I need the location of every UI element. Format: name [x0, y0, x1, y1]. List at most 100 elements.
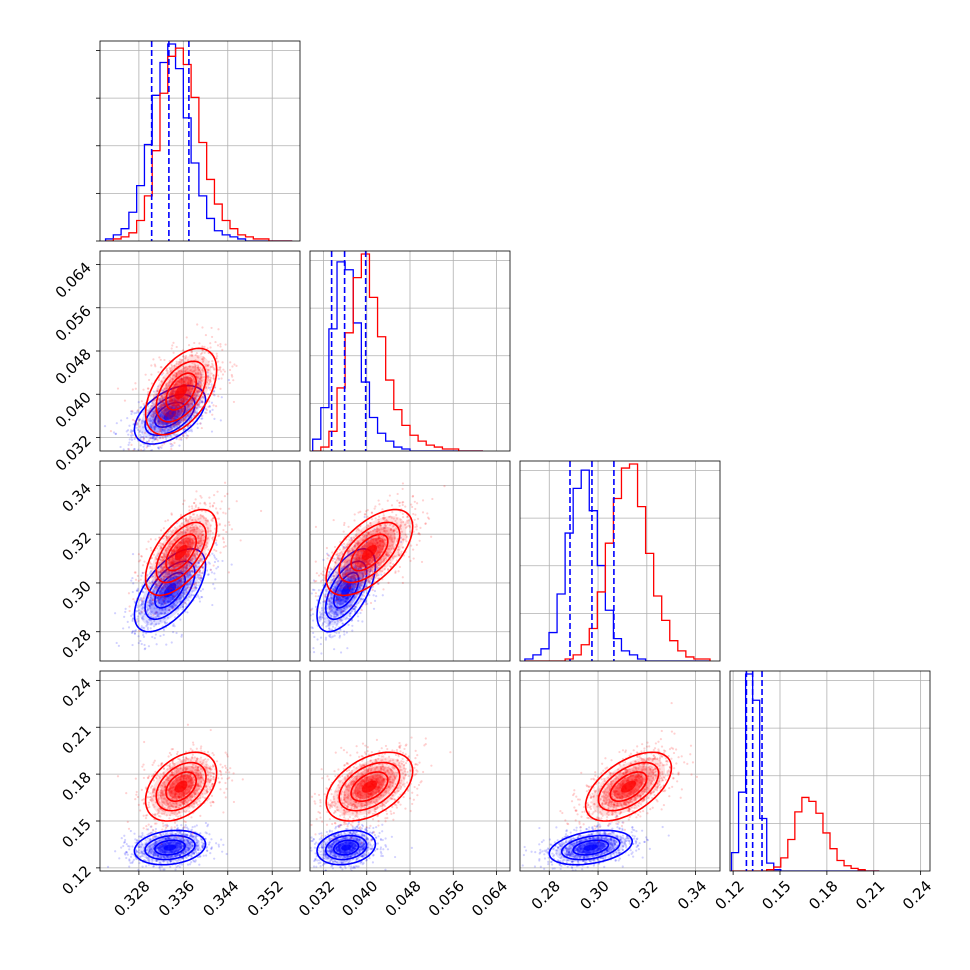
scatter-point	[197, 561, 201, 564]
scatter-point	[201, 401, 204, 404]
scatter-point	[169, 393, 173, 396]
scatter-point	[200, 426, 203, 430]
scatter-point	[179, 541, 182, 544]
scatter-point	[172, 554, 175, 557]
scatter-point	[172, 374, 176, 377]
scatter-point	[187, 408, 190, 411]
scatter-point	[151, 436, 154, 439]
scatter-point	[187, 378, 190, 381]
scatter-point	[230, 528, 234, 531]
scatter-point	[207, 368, 210, 372]
scatter-point	[161, 415, 164, 418]
scatter-point	[186, 540, 189, 543]
scatter-point	[139, 597, 143, 600]
scatter-point	[337, 580, 340, 583]
scatter-point	[188, 543, 191, 546]
scatter-point	[316, 638, 319, 641]
scatter-point	[162, 431, 165, 434]
scatter-point	[160, 446, 163, 449]
scatter-point	[176, 532, 179, 535]
scatter-point	[171, 378, 175, 381]
scatter-point	[175, 381, 178, 384]
scatter-point	[175, 345, 178, 349]
scatter-point	[201, 571, 204, 574]
scatter-point	[175, 405, 178, 408]
scatter-point	[173, 625, 176, 628]
scatter-point	[168, 380, 171, 383]
scatter-point	[184, 593, 187, 596]
scatter-point	[180, 411, 183, 415]
scatter-point	[190, 379, 193, 382]
scatter-point	[188, 365, 191, 368]
scatter-point	[148, 582, 151, 585]
scatter-point	[130, 412, 133, 416]
scatter-point	[149, 538, 152, 541]
scatter-point	[175, 420, 178, 424]
panel-frame	[99, 460, 301, 662]
scatter-point	[161, 397, 164, 400]
scatter-point	[168, 588, 172, 591]
scatter-point	[352, 575, 355, 578]
scatter-point	[162, 372, 165, 375]
scatter-point	[221, 361, 224, 364]
scatter-point	[194, 564, 197, 567]
scatter-point	[364, 599, 368, 603]
scatter-point	[194, 410, 197, 413]
scatter-point	[134, 619, 138, 622]
scatter-point	[156, 579, 159, 582]
scatter-point	[145, 620, 148, 623]
scatter-point	[145, 632, 148, 635]
scatter-point	[131, 619, 134, 622]
scatter-point	[123, 615, 126, 618]
scatter-point	[162, 376, 165, 379]
scatter-point	[151, 421, 155, 425]
scatter-point	[221, 373, 225, 376]
scatter-point	[179, 593, 182, 596]
scatter-point	[202, 537, 205, 540]
scatter-point	[167, 578, 170, 581]
scatter-point	[182, 539, 185, 542]
scatter-point	[196, 389, 199, 393]
scatter-point	[199, 366, 202, 370]
scatter-point	[177, 410, 181, 413]
scatter-point	[204, 407, 208, 410]
scatter-point	[208, 502, 212, 505]
scatter-point	[356, 542, 359, 545]
scatter-point	[362, 574, 365, 577]
scatter-point	[189, 596, 192, 599]
scatter-point	[150, 562, 153, 566]
scatter-point	[182, 378, 185, 381]
scatter-point	[180, 397, 183, 400]
scatter-point	[164, 408, 167, 412]
scatter-point	[161, 404, 164, 407]
scatter-point	[146, 444, 150, 448]
scatter-point	[158, 398, 161, 401]
scatter-point	[160, 410, 163, 414]
scatter-point	[147, 595, 150, 598]
scatter-point	[182, 592, 185, 596]
y-tick-label: 0.064	[52, 259, 95, 302]
scatter-point	[152, 590, 155, 594]
scatter-point	[196, 550, 199, 553]
scatter-point	[200, 401, 203, 404]
scatter-point	[171, 404, 174, 407]
scatter-point	[162, 409, 165, 413]
scatter-point	[186, 526, 189, 529]
scatter-point	[329, 620, 332, 624]
scatter-point	[376, 566, 379, 569]
scatter-point	[182, 435, 185, 438]
scatter-point	[162, 584, 166, 587]
scatter-point	[181, 370, 184, 373]
scatter-point	[181, 559, 184, 562]
scatter-point	[318, 615, 321, 618]
scatter-point	[155, 610, 158, 613]
scatter-point	[175, 436, 178, 439]
scatter-point	[186, 553, 189, 556]
density-contour	[154, 401, 186, 429]
scatter-point	[171, 377, 174, 381]
scatter-point	[158, 419, 161, 422]
scatter-point	[168, 600, 171, 603]
scatter-point	[151, 635, 154, 639]
scatter-point	[364, 601, 367, 604]
scatter-point	[162, 452, 164, 454]
